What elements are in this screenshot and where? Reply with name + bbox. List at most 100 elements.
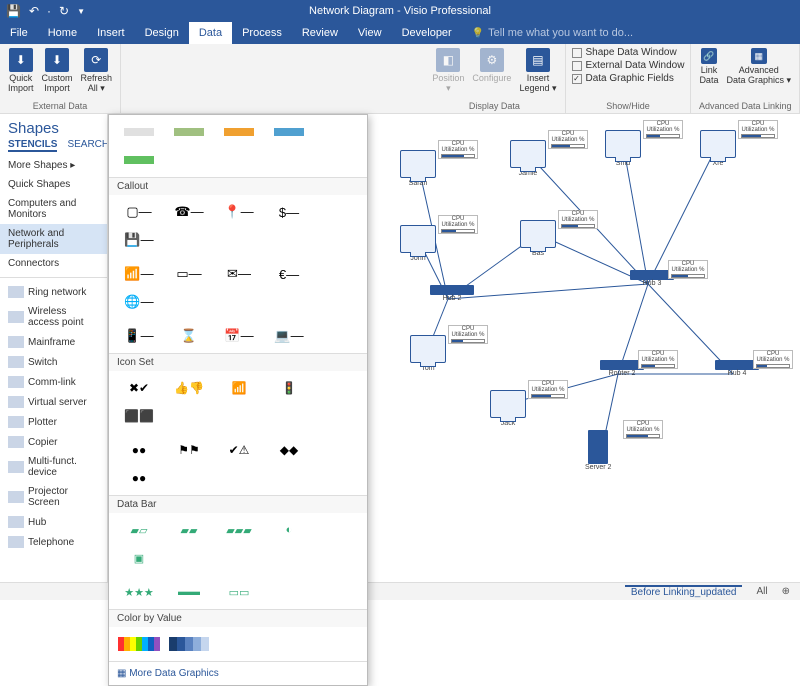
ribbon-btn-position-[interactable]: ◧Position▾ [430, 46, 466, 96]
ribbon-btn-refresh-all-[interactable]: ⟳RefreshAll ▾ [79, 46, 115, 96]
menu-file[interactable]: File [0, 22, 38, 44]
stencil-item[interactable]: Telephone [0, 532, 107, 552]
iconset-item[interactable]: ✔⚠ [217, 439, 261, 461]
callout-item[interactable]: ▭— [167, 263, 211, 285]
menu-developer[interactable]: Developer [392, 22, 462, 44]
callout-item[interactable]: 📶— [117, 263, 161, 285]
gallery-item[interactable] [167, 121, 211, 143]
check-external-data-window[interactable]: External Data Window [572, 59, 685, 72]
color-swatch-set[interactable] [117, 633, 161, 655]
check-shape-data-window[interactable]: Shape Data Window [572, 46, 685, 59]
callout-item[interactable]: 📅— [217, 325, 261, 347]
node-router2[interactable]: CPU Utilization %Router 2 [600, 360, 644, 377]
node-hub2[interactable]: Hub 2 [430, 285, 474, 302]
node-xre[interactable]: CPU Utilization %Xre [700, 130, 736, 167]
qat-dropdown-icon[interactable]: ▼ [77, 7, 85, 16]
menu-process[interactable]: Process [232, 22, 292, 44]
node-smd[interactable]: CPU Utilization %Smd [605, 130, 641, 167]
stencil-item[interactable]: Ring network [0, 282, 107, 302]
ribbon-btn-advanced-data-graphics-[interactable]: ▦AdvancedData Graphics ▾ [724, 46, 793, 88]
menu-insert[interactable]: Insert [87, 22, 135, 44]
node-john[interactable]: CPU Utilization %John [400, 225, 436, 262]
node-hub3[interactable]: CPU Utilization %Hub 3 [630, 270, 674, 287]
databar-item[interactable]: ▣ [117, 547, 161, 569]
databar-item[interactable]: ▰▱ [117, 519, 161, 541]
callout-item[interactable]: ☎— [167, 201, 211, 223]
iconset-item[interactable]: 👍👎 [167, 377, 211, 399]
filter-all[interactable]: All [756, 586, 767, 597]
menu-data[interactable]: Data [189, 22, 232, 44]
node-bas[interactable]: CPU Utilization %Bas [520, 220, 556, 257]
databar-item[interactable]: ◐ [267, 519, 311, 541]
stencil-cat[interactable]: Quick Shapes [0, 175, 107, 194]
sheet-tab[interactable]: Before Linking_updated [625, 585, 743, 598]
menu-design[interactable]: Design [135, 22, 189, 44]
callout-item[interactable]: 💻— [267, 325, 311, 347]
stencil-item[interactable]: Multi-funct. device [0, 452, 107, 482]
ribbon-btn-link-data[interactable]: 🔗LinkData [697, 46, 720, 88]
stencil-item[interactable]: Mainframe [0, 332, 107, 352]
stencil-item[interactable]: Virtual server [0, 392, 107, 412]
save-icon[interactable]: 💾 [6, 4, 21, 18]
callout-item[interactable]: €— [267, 263, 311, 285]
stencil-item[interactable]: Copier [0, 432, 107, 452]
redo-icon[interactable]: ↻ [59, 4, 69, 18]
gallery-item[interactable] [117, 121, 161, 143]
check-data-graphic-fields[interactable]: ✓Data Graphic Fields [572, 72, 685, 85]
stencil-item[interactable]: Projector Screen [0, 482, 107, 512]
tell-me-search[interactable]: Tell me what you want to do... [462, 22, 633, 44]
iconset-item[interactable]: ◆◆ [267, 439, 311, 461]
stencil-item[interactable]: Hub [0, 512, 107, 532]
iconset-item[interactable]: ✖✔ [117, 377, 161, 399]
iconset-item[interactable]: ●● [117, 439, 161, 461]
node-tom[interactable]: CPU Utilization %Tom [410, 335, 446, 372]
menu-view[interactable]: View [348, 22, 392, 44]
stencil-item[interactable]: Switch [0, 352, 107, 372]
databar-item[interactable]: ▰▰ [167, 519, 211, 541]
databar-item[interactable]: ▰▰▰ [217, 519, 261, 541]
stencil-item[interactable]: Plotter [0, 412, 107, 432]
more-data-graphics[interactable]: ▦ More Data Graphics [109, 661, 367, 685]
ribbon-btn-quick-import[interactable]: ⬇QuickImport [6, 46, 36, 96]
gallery-item[interactable] [217, 121, 261, 143]
callout-item[interactable]: $— [267, 201, 311, 223]
node-server2[interactable]: CPU Utilization %Server 2 [585, 430, 611, 471]
stencil-cat[interactable]: Connectors [0, 254, 107, 273]
undo-icon[interactable]: ↶ [29, 4, 39, 18]
iconset-item[interactable]: ⬛⬛ [117, 405, 161, 427]
iconset-item[interactable]: ⚑⚑ [167, 439, 211, 461]
callout-item[interactable]: ⌛ [167, 325, 211, 347]
menu-review[interactable]: Review [292, 22, 348, 44]
node-jamie[interactable]: CPU Utilization %Jamie [510, 140, 546, 177]
stencil-cat[interactable]: More Shapes ▸ [0, 156, 107, 175]
iconset-item[interactable]: 🚦 [267, 377, 311, 399]
tab-stencils[interactable]: STENCILS [8, 139, 57, 152]
callout-item[interactable]: 📍— [217, 201, 261, 223]
stencil-cat[interactable]: Computers and Monitors [0, 194, 107, 224]
node-jack[interactable]: CPU Utilization %Jack [490, 390, 526, 427]
callout-item[interactable]: 📱— [117, 325, 161, 347]
iconset-item[interactable]: 📶 [217, 377, 261, 399]
stencil-item-icon [8, 286, 24, 298]
stencil-item[interactable]: Comm-link [0, 372, 107, 392]
callout-item[interactable]: 💾— [117, 229, 161, 251]
callout-item[interactable]: 🌐— [117, 291, 161, 313]
ribbon-btn-configure[interactable]: ⚙Configure [470, 46, 513, 86]
node-hub4[interactable]: CPU Utilization %Hub 4 [715, 360, 759, 377]
color-swatch-set[interactable] [167, 633, 211, 655]
stencil-item[interactable]: Wireless access point [0, 302, 107, 332]
node-sarah[interactable]: CPU Utilization %Sarah [400, 150, 436, 187]
callout-item[interactable]: ✉— [217, 263, 261, 285]
ribbon-btn-custom-import[interactable]: ⬇CustomImport [40, 46, 75, 96]
gallery-item[interactable] [267, 121, 311, 143]
tab-search[interactable]: SEARCH [67, 139, 108, 152]
gallery-item[interactable] [117, 149, 161, 171]
stencil-cat[interactable]: Network and Peripherals [0, 224, 107, 254]
add-sheet-icon[interactable]: ⊕ [782, 586, 790, 597]
menu-home[interactable]: Home [38, 22, 87, 44]
iconset-item[interactable]: ●● [117, 467, 161, 489]
shapes-title: Shapes [0, 114, 107, 139]
ribbon-btn-insert-legend-[interactable]: ▤InsertLegend ▾ [517, 46, 558, 96]
divider-icon: · [47, 4, 51, 18]
callout-item[interactable]: ▢— [117, 201, 161, 223]
